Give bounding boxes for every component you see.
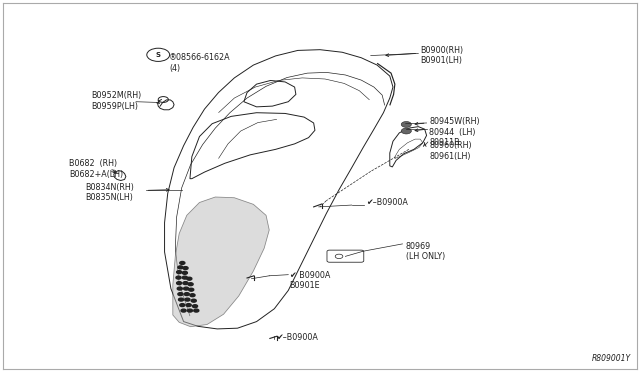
Circle shape bbox=[180, 262, 185, 264]
Circle shape bbox=[182, 276, 188, 279]
Circle shape bbox=[179, 298, 184, 301]
Circle shape bbox=[188, 309, 193, 312]
Circle shape bbox=[401, 122, 412, 127]
Circle shape bbox=[177, 271, 182, 273]
Circle shape bbox=[187, 277, 192, 280]
Circle shape bbox=[190, 294, 195, 296]
Text: ✔–B0900A: ✔–B0900A bbox=[276, 333, 317, 342]
Circle shape bbox=[176, 276, 181, 279]
Text: 80969
(LH ONLY): 80969 (LH ONLY) bbox=[406, 242, 445, 261]
Text: 80945W(RH)
80944  (LH)
80911B: 80945W(RH) 80944 (LH) 80911B bbox=[429, 117, 480, 147]
Circle shape bbox=[177, 282, 182, 285]
Text: B0900(RH)
B0901(LH): B0900(RH) B0901(LH) bbox=[420, 46, 463, 65]
Circle shape bbox=[182, 272, 188, 274]
Text: B0834N(RH)
B0835N(LH): B0834N(RH) B0835N(LH) bbox=[85, 183, 134, 202]
Circle shape bbox=[194, 309, 199, 312]
Text: R809001Y: R809001Y bbox=[592, 354, 631, 363]
Circle shape bbox=[189, 288, 194, 291]
Circle shape bbox=[183, 282, 188, 285]
Circle shape bbox=[184, 293, 189, 296]
Text: ®08566-6162A
(4): ®08566-6162A (4) bbox=[169, 53, 230, 73]
Circle shape bbox=[180, 304, 185, 307]
Circle shape bbox=[183, 267, 188, 270]
Circle shape bbox=[177, 287, 182, 290]
Circle shape bbox=[191, 299, 196, 302]
Circle shape bbox=[186, 304, 191, 307]
Text: ✔–B0900A: ✔–B0900A bbox=[365, 198, 408, 207]
Circle shape bbox=[185, 298, 190, 301]
Circle shape bbox=[178, 293, 183, 296]
Circle shape bbox=[193, 305, 198, 308]
Circle shape bbox=[401, 128, 412, 134]
Text: S: S bbox=[156, 52, 161, 58]
Text: B0952M(RH)
B0959P(LH): B0952M(RH) B0959P(LH) bbox=[92, 92, 142, 111]
Text: 80960(RH)
80961(LH): 80960(RH) 80961(LH) bbox=[429, 141, 472, 161]
Text: B0682  (RH)
B0682+A(LH): B0682 (RH) B0682+A(LH) bbox=[69, 159, 124, 179]
Circle shape bbox=[178, 266, 183, 269]
Circle shape bbox=[184, 287, 189, 290]
Polygon shape bbox=[173, 197, 269, 327]
Text: ✔ B0900A
B0901E: ✔ B0900A B0901E bbox=[289, 271, 330, 291]
Circle shape bbox=[188, 283, 193, 286]
Circle shape bbox=[181, 309, 186, 312]
